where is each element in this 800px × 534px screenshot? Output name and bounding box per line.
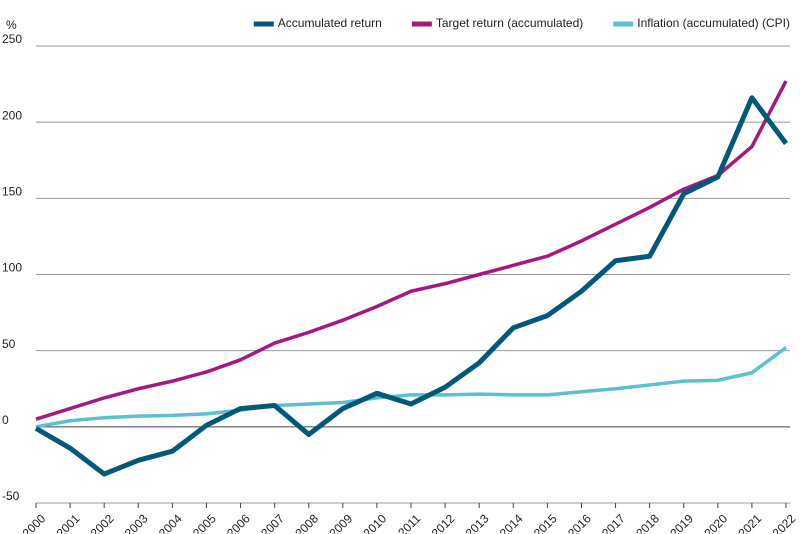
y-tick-label: 100 [2,261,22,275]
x-tick-label: 2006 [224,511,253,534]
series-line [35,346,788,429]
legend-item: Accumulated return [253,16,382,30]
x-tick-label: 2012 [429,511,458,534]
x-tick-label: 2001 [54,511,83,534]
y-tick-label: 50 [2,337,16,351]
y-axis-label: % [6,18,17,32]
x-tick-label: 2009 [326,511,355,534]
x-tick-label: 2005 [190,511,219,534]
y-tick-label: 150 [2,185,22,199]
legend-item: Target return (accumulated) [411,16,583,30]
series-line [35,80,788,421]
x-tick-label: 2019 [667,511,696,534]
x-tick-label: 2022 [770,511,799,534]
x-tick-label: 2017 [599,511,628,534]
x-tick-label: 2010 [360,511,389,534]
y-tick-label: -50 [2,489,20,503]
x-tick-label: 2003 [122,511,151,534]
series-line [34,95,789,477]
y-tick-label: 250 [2,32,22,46]
legend-label: Accumulated return [278,16,382,30]
y-tick-label: 200 [2,108,22,122]
x-tick-label: 2013 [463,511,492,534]
x-tick-label: 2007 [258,511,287,534]
x-tick-label: 2011 [395,511,423,534]
x-tick-label: 2014 [497,511,526,534]
x-tick-label: 2000 [20,511,49,534]
x-tick-label: 2002 [88,511,117,534]
x-tick-label: 2015 [531,511,560,534]
x-tick-label: 2008 [292,511,321,534]
x-tick-label: 2021 [735,511,764,534]
legend-label: Inflation (accumulated) (CPI) [637,16,790,30]
x-tick-label: 2018 [633,511,662,534]
x-tick-label: 2004 [156,511,185,534]
x-tick-label: 2016 [565,511,594,534]
x-tick-label: 2020 [701,511,730,534]
y-tick-label: 0 [2,413,9,427]
legend-label: Target return (accumulated) [436,16,583,30]
legend-item: Inflation (accumulated) (CPI) [613,16,790,30]
